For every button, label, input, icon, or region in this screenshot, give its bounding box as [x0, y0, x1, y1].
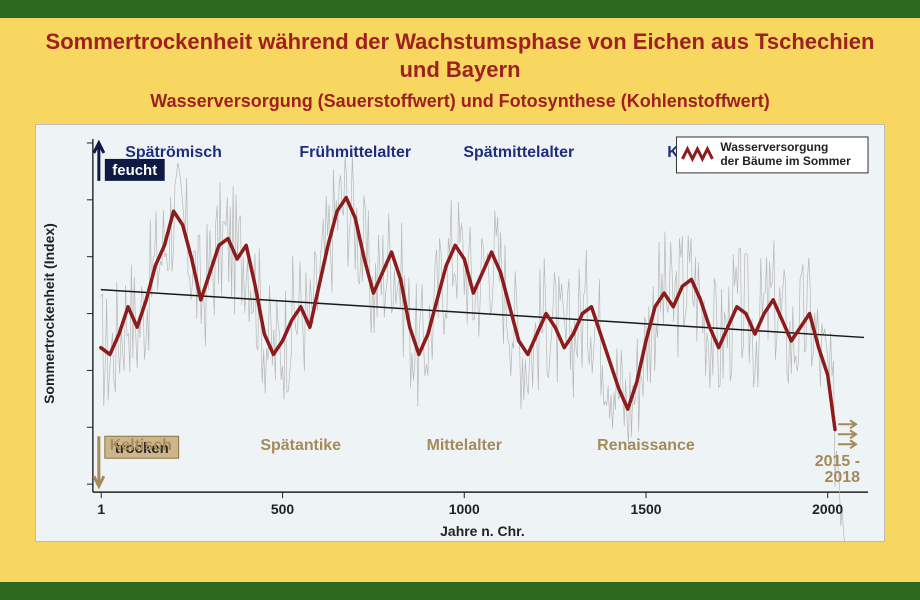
arrow-down-icon [94, 436, 104, 486]
chart-title: Sommertrockenheit während der Wachstumsp… [25, 28, 895, 83]
period-bot: Renaissance [597, 437, 695, 454]
period-top: Spätmittelalter [463, 144, 574, 161]
badge-feucht-label: feucht [112, 162, 157, 179]
legend-label-1: Wasserversorgung [720, 140, 828, 154]
period-bot: Keltisch [110, 437, 172, 454]
chart-container: 1500100015002000Jahre n. Chr.Sommertrock… [35, 124, 885, 542]
x-tick: 1000 [449, 501, 480, 517]
arrow-up-icon [94, 143, 104, 181]
arrow-right-icon [838, 420, 856, 428]
chart-subtitle: Wasserversorgung (Sauerstoffwert) und Fo… [25, 91, 895, 112]
range-label-1: 2015 - [815, 453, 860, 470]
range-label-2: 2018 [825, 469, 861, 486]
x-tick: 1 [97, 501, 105, 517]
legend-label-2: der Bäume im Sommer [720, 154, 851, 168]
chart-svg: 1500100015002000Jahre n. Chr.Sommertrock… [36, 125, 884, 542]
y-axis-label: Sommertrockenheit (Index) [41, 223, 57, 404]
period-bot: Spätantike [260, 437, 341, 454]
raw-series [101, 154, 864, 542]
title-block: Sommertrockenheit während der Wachstumsp… [25, 28, 895, 112]
page: Sommertrockenheit während der Wachstumsp… [0, 0, 920, 600]
period-top: Spätrömisch [125, 144, 222, 161]
x-tick: 1500 [630, 501, 661, 517]
x-tick: 500 [271, 501, 295, 517]
period-bot: Mittelalter [427, 437, 502, 454]
x-tick: 2000 [812, 501, 843, 517]
trend-line [101, 290, 864, 338]
period-top: Frühmittelalter [299, 144, 411, 161]
x-axis-label: Jahre n. Chr. [440, 523, 525, 539]
arrow-right-icon [838, 440, 856, 448]
arrow-right-icon [838, 430, 856, 438]
